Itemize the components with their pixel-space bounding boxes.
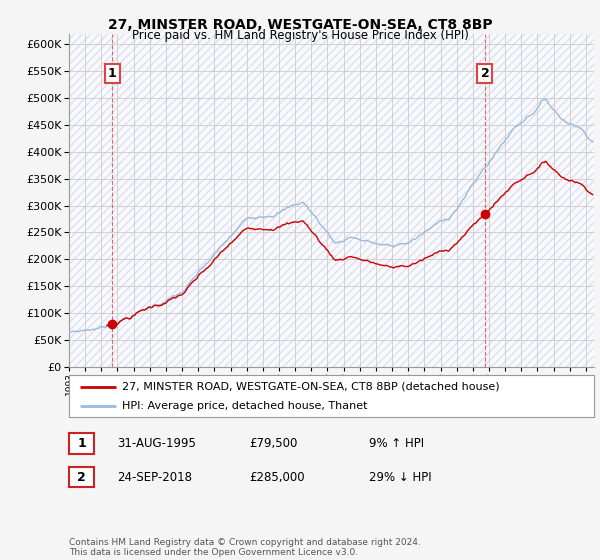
- Text: 2: 2: [481, 67, 490, 80]
- Text: Contains HM Land Registry data © Crown copyright and database right 2024.
This d: Contains HM Land Registry data © Crown c…: [69, 538, 421, 557]
- Text: 1: 1: [108, 67, 116, 80]
- Text: 9% ↑ HPI: 9% ↑ HPI: [369, 437, 424, 450]
- Text: 29% ↓ HPI: 29% ↓ HPI: [369, 470, 431, 484]
- Text: 24-SEP-2018: 24-SEP-2018: [117, 470, 192, 484]
- Text: £79,500: £79,500: [249, 437, 298, 450]
- Text: 31-AUG-1995: 31-AUG-1995: [117, 437, 196, 450]
- Text: HPI: Average price, detached house, Thanet: HPI: Average price, detached house, Than…: [121, 401, 367, 411]
- Text: 1: 1: [77, 437, 86, 450]
- Text: 27, MINSTER ROAD, WESTGATE-ON-SEA, CT8 8BP (detached house): 27, MINSTER ROAD, WESTGATE-ON-SEA, CT8 8…: [121, 381, 499, 391]
- Text: 27, MINSTER ROAD, WESTGATE-ON-SEA, CT8 8BP: 27, MINSTER ROAD, WESTGATE-ON-SEA, CT8 8…: [107, 18, 493, 32]
- Text: Price paid vs. HM Land Registry's House Price Index (HPI): Price paid vs. HM Land Registry's House …: [131, 29, 469, 42]
- Text: 2: 2: [77, 470, 86, 484]
- Text: £285,000: £285,000: [249, 470, 305, 484]
